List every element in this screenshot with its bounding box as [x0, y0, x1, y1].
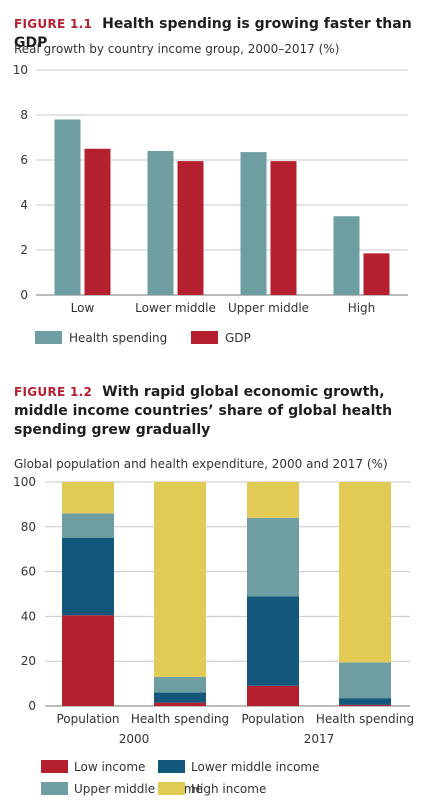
legend-label: Low income: [74, 760, 145, 774]
legend-swatch: [41, 760, 68, 773]
figure-1-1-title: FIGURE 1.1 Health spending is growing fas…: [14, 15, 437, 53]
stacked-segment-low-income: [154, 702, 206, 706]
stacked-segment-upper-middle-income: [62, 513, 114, 538]
y-tick-label: 0: [28, 699, 36, 713]
figure-1-2-subtitle: Global population and health expenditure…: [14, 457, 388, 471]
legend-swatch: [158, 760, 185, 773]
stacked-segment-high-income: [247, 482, 299, 518]
y-tick-label: 40: [21, 609, 36, 623]
x-tick-label: Health spending: [131, 712, 229, 726]
stacked-segment-lower-middle-income: [339, 698, 391, 705]
stacked-segment-low-income: [339, 704, 391, 706]
bar-health-spending: [240, 152, 267, 295]
x-tick-label: Upper middle: [228, 301, 309, 315]
stacked-segment-high-income: [339, 482, 391, 663]
figure-1-1-title-text: Health spending is growing faster than G…: [14, 16, 412, 51]
legend-label: GDP: [225, 331, 251, 345]
x-tick-label: High: [348, 301, 376, 315]
stacked-segment-low-income: [62, 615, 114, 706]
x-tick-label: Population: [56, 712, 119, 726]
y-tick-label: 8: [20, 108, 28, 122]
legend-swatch: [158, 782, 185, 795]
y-tick-label: 0: [20, 288, 28, 302]
bar-gdp: [177, 161, 204, 295]
stacked-segment-lower-middle-income: [247, 596, 299, 686]
y-tick-label: 80: [21, 520, 36, 534]
y-tick-label: 2: [20, 243, 28, 257]
legend-swatch: [35, 331, 62, 344]
x-tick-label: Population: [241, 712, 304, 726]
bar-gdp: [270, 161, 297, 295]
x-tick-label: Health spending: [316, 712, 414, 726]
stacked-segment-high-income: [62, 482, 114, 514]
y-tick-label: 100: [13, 475, 36, 489]
y-tick-label: 6: [20, 153, 28, 167]
bar-health-spending: [333, 216, 360, 295]
figure-1-2-chart: 0 20 40 60 80 100 Population Health spending Pop…: [13, 475, 414, 796]
y-tick-label: 4: [20, 198, 28, 212]
x-tick-label: Lower middle: [135, 301, 216, 315]
legend-label: Lower middle income: [191, 760, 320, 774]
y-tick-label: 10: [13, 63, 28, 77]
figure-1-1-label: FIGURE 1.1: [14, 17, 93, 31]
figure-1-2-title-text: With rapid global economic growth, middl…: [14, 384, 393, 438]
figure-1-2-label: FIGURE 1.2: [14, 385, 93, 399]
bar-gdp: [363, 253, 390, 295]
stacked-segment-upper-middle-income: [339, 662, 391, 699]
stacked-segment-lower-middle-income: [62, 538, 114, 616]
stacked-segment-upper-middle-income: [154, 676, 206, 693]
stacked-segment-upper-middle-income: [247, 517, 299, 597]
y-tick-label: 60: [21, 565, 36, 579]
group-label: 2000: [119, 732, 150, 746]
stacked-segment-lower-middle-income: [154, 692, 206, 703]
figure-1-1-subtitle: Real growth by country income group, 200…: [14, 42, 340, 56]
legend-swatch: [41, 782, 68, 795]
stacked-segment-low-income: [247, 685, 299, 706]
figure-1-1-chart: 0 2 4 6 8 10 Low Lower middle Upper middle High He…: [13, 63, 408, 345]
x-tick-label: Low: [71, 301, 95, 315]
bar-health-spending: [147, 151, 174, 295]
legend-swatch: [191, 331, 218, 344]
bar-health-spending: [54, 119, 81, 295]
bar-gdp: [84, 148, 111, 295]
y-tick-label: 20: [21, 654, 36, 668]
legend-label: High income: [191, 782, 266, 796]
group-label: 2017: [304, 732, 335, 746]
legend-label: Health spending: [69, 331, 167, 345]
figure-1-2-title: FIGURE 1.2 With rapid global economic gro…: [14, 383, 424, 440]
stacked-segment-high-income: [154, 482, 206, 677]
